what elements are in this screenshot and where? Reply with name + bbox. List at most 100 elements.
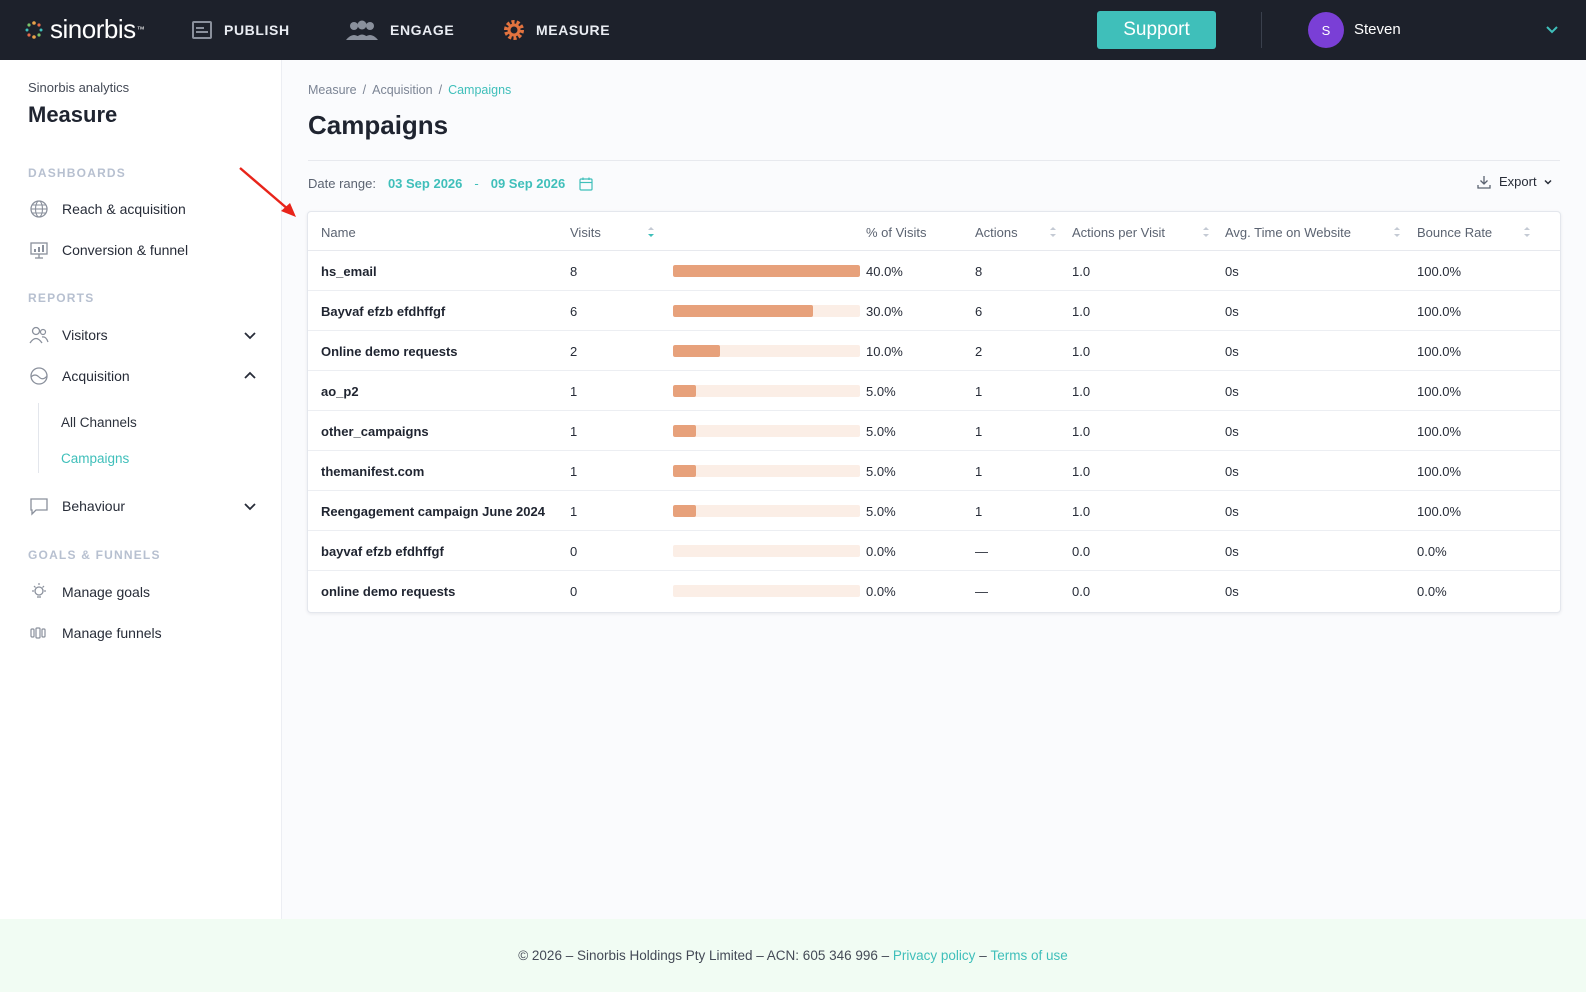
cell-bounce-rate: 0.0% [1417, 584, 1447, 599]
nav-measure-label: MEASURE [536, 22, 611, 38]
cell-name[interactable]: ao_p2 [321, 384, 359, 399]
sidebar-item-conversion-funnel[interactable]: Conversion & funnel [28, 236, 258, 264]
user-name[interactable]: Steven [1354, 21, 1401, 38]
visits-share-bar-fill [673, 505, 697, 517]
cell-pct-visits: 5.0% [866, 424, 896, 439]
cell-name[interactable]: Online demo requests [321, 344, 458, 359]
cell-pct-visits: 30.0% [866, 304, 903, 319]
breadcrumb-separator: / [438, 83, 443, 97]
user-avatar[interactable]: S [1308, 12, 1344, 48]
col-actions-per-visit-header[interactable]: Actions per Visit [1072, 225, 1165, 240]
breadcrumb-acquisition[interactable]: Acquisition [372, 83, 433, 97]
cell-avg-time: 0s [1225, 384, 1239, 399]
sort-icon[interactable] [1048, 225, 1058, 239]
table-row[interactable]: Bayvaf efzb efdhffgf 6 30.0% 6 1.0 0s 100.0% [308, 291, 1560, 331]
cell-actions: 6 [975, 304, 983, 319]
chevron-up-icon [244, 371, 256, 379]
col-actions-header[interactable]: Actions [975, 225, 1018, 240]
sinorbis-logo[interactable]: sinorbis ™ [24, 14, 145, 45]
breadcrumb-campaigns: Campaigns [448, 83, 512, 97]
sidebar-item-label: Visitors [62, 327, 108, 343]
sidebar-subitem-all-channels[interactable]: All Channels [61, 415, 137, 430]
col-name-header[interactable]: Name [321, 225, 356, 240]
cell-actions-per-visit: 1.0 [1072, 464, 1091, 479]
annotation-arrow-icon [239, 167, 296, 217]
calendar-icon[interactable] [579, 177, 593, 191]
cell-bounce-rate: 100.0% [1417, 384, 1462, 399]
visits-share-bar-fill [673, 465, 697, 477]
table-row[interactable]: ao_p2 1 5.0% 1 1.0 0s 100.0% [308, 371, 1560, 411]
visits-share-bar-fill [673, 425, 697, 437]
footer-copyright: © 2026 – Sinorbis Holdings Pty Limited –… [518, 948, 890, 963]
nav-measure[interactable]: MEASURE [502, 0, 610, 60]
submenu-guide-line [38, 403, 39, 473]
support-button[interactable]: Support [1097, 11, 1216, 49]
chat-bubble-icon [28, 495, 50, 517]
table-row[interactable]: hs_email 8 40.0% 8 1.0 0s 100.0% [308, 251, 1560, 291]
date-range-selector: Date range: 03 Sep 2026 - 09 Sep 2026 [308, 176, 593, 191]
brand-name: sinorbis [50, 14, 136, 44]
cell-actions-per-visit: 1.0 [1072, 504, 1091, 519]
measure-gear-icon [504, 20, 524, 40]
cell-name[interactable]: online demo requests [321, 584, 456, 599]
cell-name[interactable]: hs_email [321, 264, 377, 279]
cell-pct-visits: 5.0% [866, 504, 896, 519]
cell-name[interactable]: Reengagement campaign June 2024 [321, 504, 545, 519]
cell-actions-per-visit: 1.0 [1072, 424, 1091, 439]
sidebar-item-acquisition[interactable]: Acquisition [28, 362, 258, 390]
cell-actions-per-visit: 1.0 [1072, 344, 1091, 359]
terms-of-use-link[interactable]: Terms of use [990, 948, 1068, 963]
col-avg-time-header[interactable]: Avg. Time on Website [1225, 225, 1351, 240]
table-row[interactable]: Online demo requests 2 10.0% 2 1.0 0s 100.0% [308, 331, 1560, 371]
cell-visits: 0 [570, 584, 578, 599]
user-menu-chevron-icon[interactable] [1544, 22, 1560, 38]
sort-icon[interactable] [1522, 225, 1532, 239]
col-pct-visits-header[interactable]: % of Visits [866, 225, 927, 240]
export-button[interactable]: Export [1477, 174, 1553, 189]
nav-publish-label: PUBLISH [224, 22, 290, 38]
col-visits-header[interactable]: Visits [570, 225, 601, 240]
date-range-end[interactable]: 09 Sep 2026 [490, 176, 566, 191]
visits-share-bar [673, 545, 860, 557]
table-row[interactable]: Reengagement campaign June 2024 1 5.0% 1 1.0… [308, 491, 1560, 531]
sidebar-item-manage-goals[interactable]: Manage goals [28, 578, 258, 606]
sinorbis-logo-icon [25, 20, 43, 39]
nav-engage-label: ENGAGE [390, 22, 455, 38]
visits-share-bar [673, 585, 860, 597]
date-range-label: Date range: [308, 176, 376, 191]
nav-publish[interactable]: PUBLISH [190, 0, 290, 60]
sort-icon[interactable] [1392, 225, 1402, 239]
table-row[interactable]: other_campaigns 1 5.0% 1 1.0 0s 100.0% [308, 411, 1560, 451]
cell-pct-visits: 0.0% [866, 584, 896, 599]
cell-avg-time: 0s [1225, 304, 1239, 319]
sidebar-item-visitors[interactable]: Visitors [28, 321, 258, 349]
table-row[interactable]: online demo requests 0 0.0% — 0.0 0s 0.0% [308, 571, 1560, 611]
sidebar-item-behaviour[interactable]: Behaviour [28, 492, 258, 520]
sidebar-item-label: Reach & acquisition [62, 201, 186, 217]
sidebar-subitem-campaigns[interactable]: Campaigns [61, 451, 130, 466]
nav-engage[interactable]: ENGAGE [344, 0, 454, 60]
sidebar-item-manage-funnels[interactable]: Manage funnels [28, 619, 258, 647]
sidebar-subtitle: Sinorbis analytics [28, 80, 130, 95]
breadcrumb-measure[interactable]: Measure [308, 83, 357, 97]
cell-name[interactable]: themanifest.com [321, 464, 425, 479]
visits-share-bar [673, 305, 860, 317]
table-row[interactable]: themanifest.com 1 5.0% 1 1.0 0s 100.0% [308, 451, 1560, 491]
table-row[interactable]: bayvaf efzb efdhffgf 0 0.0% — 0.0 0s 0.0% [308, 531, 1560, 571]
cell-name[interactable]: bayvaf efzb efdhffgf [321, 544, 444, 559]
cell-name[interactable]: Bayvaf efzb efdhffgf [321, 304, 446, 319]
sidebar-item-reach-acquisition[interactable]: Reach & acquisition [28, 195, 258, 223]
sort-icon[interactable] [1201, 225, 1211, 239]
cell-name[interactable]: other_campaigns [321, 424, 429, 439]
sidebar: Sinorbis analytics Measure DASHBOARDS Re… [0, 60, 282, 919]
sort-desc-active-icon[interactable] [646, 225, 656, 239]
cell-bounce-rate: 100.0% [1417, 464, 1462, 479]
table-header: Name Visits % of Visits Actions Actions … [308, 212, 1560, 251]
date-range-start[interactable]: 03 Sep 2026 [387, 176, 463, 191]
cell-avg-time: 0s [1225, 344, 1239, 359]
export-label: Export [1499, 174, 1537, 189]
engage-icon [346, 20, 378, 40]
title-divider [308, 160, 1560, 161]
privacy-policy-link[interactable]: Privacy policy [892, 948, 976, 963]
col-bounce-rate-header[interactable]: Bounce Rate [1417, 225, 1493, 240]
